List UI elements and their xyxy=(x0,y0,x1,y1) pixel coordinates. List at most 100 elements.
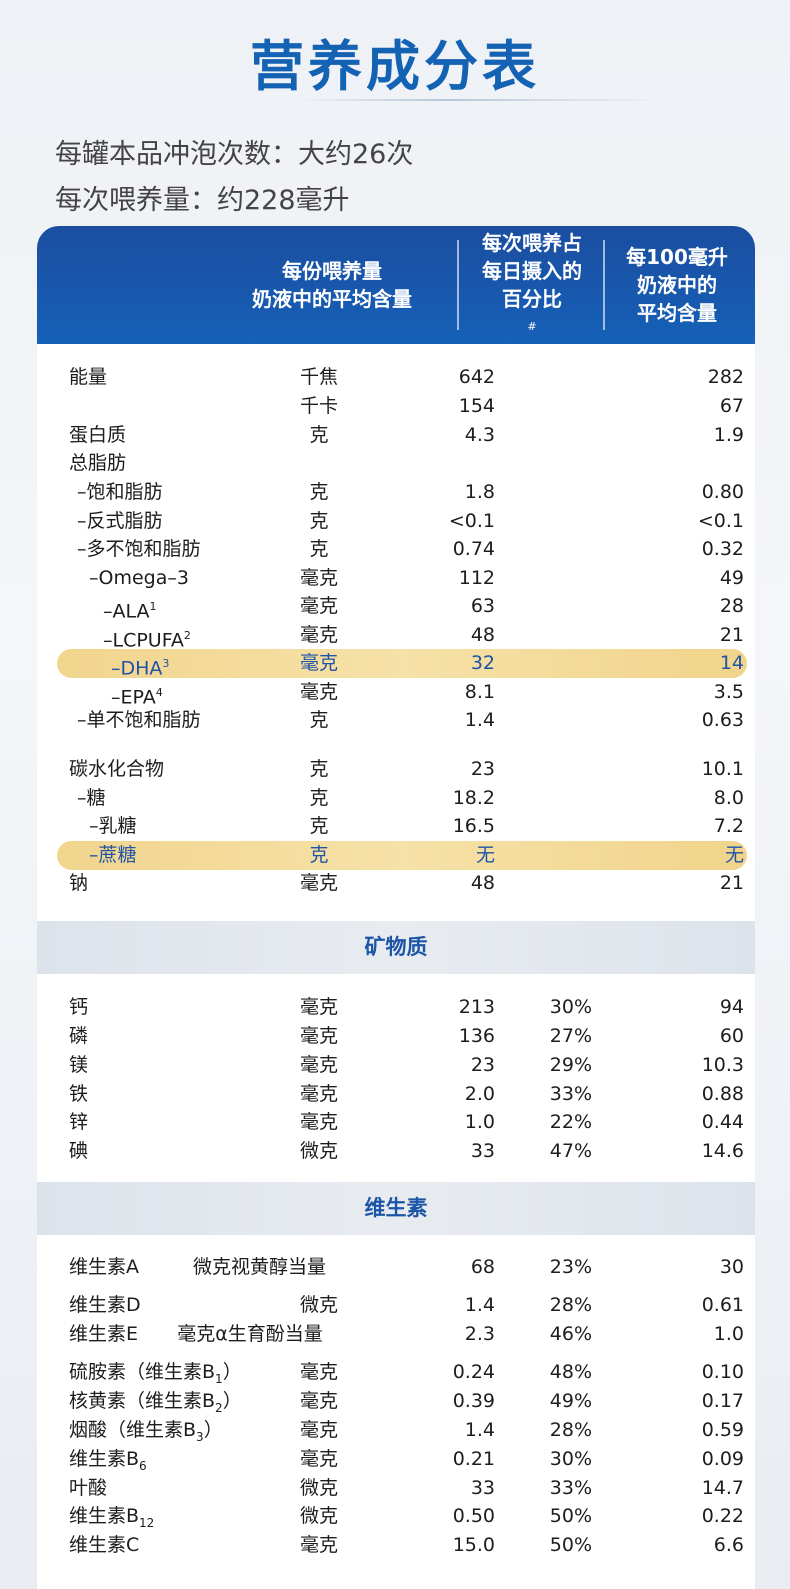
value-per-serving: 68 xyxy=(470,1256,495,1278)
nutrient-name: 钙 xyxy=(69,996,89,1018)
nutrient-name: 碳水化合物 xyxy=(69,758,165,780)
value-per-100ml: 67 xyxy=(719,395,744,417)
value-per-serving: 63 xyxy=(470,595,495,617)
table-row: 磷 毫克 136 27% 60 xyxy=(37,1022,755,1051)
value-per-serving: 112 xyxy=(458,567,495,589)
nutrient-name: 核黄素（维生素B2） xyxy=(69,1390,242,1415)
nutrient-name: 维生素E xyxy=(69,1323,139,1345)
table-row: –EPA4 毫克 8.1 3.5 xyxy=(37,678,755,708)
table-row: 碘 微克 33 47% 14.6 xyxy=(37,1137,755,1166)
nutrient-unit: 毫克 xyxy=(299,996,338,1018)
nutrient-unit: 克 xyxy=(309,424,329,446)
value-per-100ml: 0.80 xyxy=(701,481,744,503)
section-vitamins: 维生素 xyxy=(37,1182,755,1235)
nutrient-unit: 克 xyxy=(309,481,329,503)
nutrient-name: 镁 xyxy=(69,1054,89,1076)
value-per-serving: 33 xyxy=(470,1477,495,1499)
nutrient-unit: 克 xyxy=(309,758,329,780)
value-per-serving: 4.3 xyxy=(464,424,495,446)
value-per-100ml: 0.22 xyxy=(701,1505,744,1527)
value-per-serving: 1.4 xyxy=(464,1419,495,1441)
value-per-100ml: 94 xyxy=(719,996,744,1018)
table-row: 叶酸 微克 33 33% 14.7 xyxy=(37,1474,755,1503)
value-per-100ml: 21 xyxy=(719,872,744,894)
value-per-serving: 0.21 xyxy=(452,1448,495,1470)
nutrient-name: –DHA3 xyxy=(111,657,170,680)
value-per-100ml: 0.63 xyxy=(701,709,744,731)
table-row: –乳糖 克 16.5 7.2 xyxy=(37,812,755,841)
nutrient-name: –饱和脂肪 xyxy=(77,481,163,503)
nutrient-unit: 克 xyxy=(309,787,329,809)
daily-percent: 46% xyxy=(549,1323,592,1345)
value-per-serving: 32 xyxy=(470,652,495,674)
value-per-serving: 1.0 xyxy=(464,1111,495,1133)
table-row: –Omega–3 毫克 112 49 xyxy=(37,564,755,593)
nutrient-name: 维生素A xyxy=(69,1256,139,1278)
value-per-serving: 48 xyxy=(470,872,495,894)
nutrient-name: –反式脂肪 xyxy=(77,510,163,532)
value-per-100ml: 0.61 xyxy=(701,1294,744,1316)
nutrient-name: 能量 xyxy=(69,366,108,388)
nutrient-unit: 毫克 xyxy=(299,872,338,894)
servings-per-can: 每罐本品冲泡次数：大约26次 xyxy=(55,139,414,170)
nutrient-unit: 克 xyxy=(309,709,329,731)
page-title: 营养成分表 xyxy=(250,35,540,98)
nutrient-unit: 克 xyxy=(309,538,329,560)
value-per-serving: 1.4 xyxy=(464,709,495,731)
table-row: 总脂肪 xyxy=(37,449,755,478)
value-per-100ml: 282 xyxy=(707,366,744,388)
nutrient-unit: 毫克 xyxy=(299,1054,338,1076)
nutrient-name: 维生素B12 xyxy=(69,1505,155,1530)
table-row: –蔗糖 克 无 无 xyxy=(37,841,755,870)
nutrient-name: 磷 xyxy=(69,1025,89,1047)
nutrient-name: 维生素C xyxy=(69,1534,140,1556)
table-row: 钠 毫克 48 21 xyxy=(37,869,755,898)
daily-percent: 50% xyxy=(549,1534,592,1556)
nutrient-name: 叶酸 xyxy=(69,1477,108,1499)
table-row: 镁 毫克 23 29% 10.3 xyxy=(37,1051,755,1080)
nutrient-name: –Omega–3 xyxy=(89,567,189,589)
value-per-100ml: 21 xyxy=(719,624,744,646)
value-per-serving: 无 xyxy=(475,844,495,866)
table-row: 钙 毫克 213 30% 94 xyxy=(37,993,755,1022)
value-per-100ml: 0.88 xyxy=(701,1083,744,1105)
nutrient-unit: 千卡 xyxy=(299,395,338,417)
table-row: 千卡 154 67 xyxy=(37,392,755,421)
value-per-100ml: 0.44 xyxy=(701,1111,744,1133)
daily-percent: 49% xyxy=(549,1390,592,1412)
nutrient-name: 总脂肪 xyxy=(69,452,127,474)
table-row: –DHA3 毫克 32 14 xyxy=(37,649,755,679)
value-per-serving: 642 xyxy=(458,366,495,388)
value-per-serving: 2.3 xyxy=(464,1323,495,1345)
table-row: 维生素B6 毫克 0.21 30% 0.09 xyxy=(37,1445,755,1474)
nutrient-unit: 毫克 xyxy=(299,1390,338,1412)
value-per-serving: 2.0 xyxy=(464,1083,495,1105)
nutrient-name: 硫胺素（维生素B1） xyxy=(69,1361,242,1386)
table-row: 维生素B12 微克 0.50 50% 0.22 xyxy=(37,1502,755,1531)
value-per-100ml: 49 xyxy=(719,567,744,589)
table-row: –糖 克 18.2 8.0 xyxy=(37,784,755,813)
table-row: –多不饱和脂肪 克 0.74 0.32 xyxy=(37,535,755,564)
value-per-100ml: 0.59 xyxy=(701,1419,744,1441)
value-per-serving: 136 xyxy=(458,1025,495,1047)
value-per-serving: 48 xyxy=(470,624,495,646)
nutrient-unit: 毫克 xyxy=(299,567,338,589)
header-divider xyxy=(457,240,459,330)
nutrient-unit: 毫克 xyxy=(299,1534,338,1556)
value-per-100ml: 14 xyxy=(719,652,744,674)
nutrient-name: 碘 xyxy=(69,1140,89,1162)
title-underline xyxy=(300,99,660,101)
table-row: –LCPUFA2 毫克 48 21 xyxy=(37,621,755,651)
nutrient-name: –乳糖 xyxy=(89,815,137,837)
nutrient-unit: 毫克 xyxy=(299,1448,338,1470)
value-per-100ml: 10.1 xyxy=(701,758,744,780)
value-per-100ml: 60 xyxy=(719,1025,744,1047)
nutrient-name: 铁 xyxy=(69,1083,89,1105)
table-row: 核黄素（维生素B2） 毫克 0.39 49% 0.17 xyxy=(37,1387,755,1416)
table-row: 烟酸（维生素B3） 毫克 1.4 28% 0.59 xyxy=(37,1416,755,1445)
nutrition-table: 每份喂养量 奶液中的平均含量 每次喂养占 每日摄入的 百分比 # 每100毫升 奶液中的平… xyxy=(37,226,755,1589)
daily-percent: 33% xyxy=(549,1083,592,1105)
daily-percent: 27% xyxy=(549,1025,592,1047)
daily-percent: 30% xyxy=(549,996,592,1018)
nutrient-unit: 毫克 xyxy=(299,681,338,703)
